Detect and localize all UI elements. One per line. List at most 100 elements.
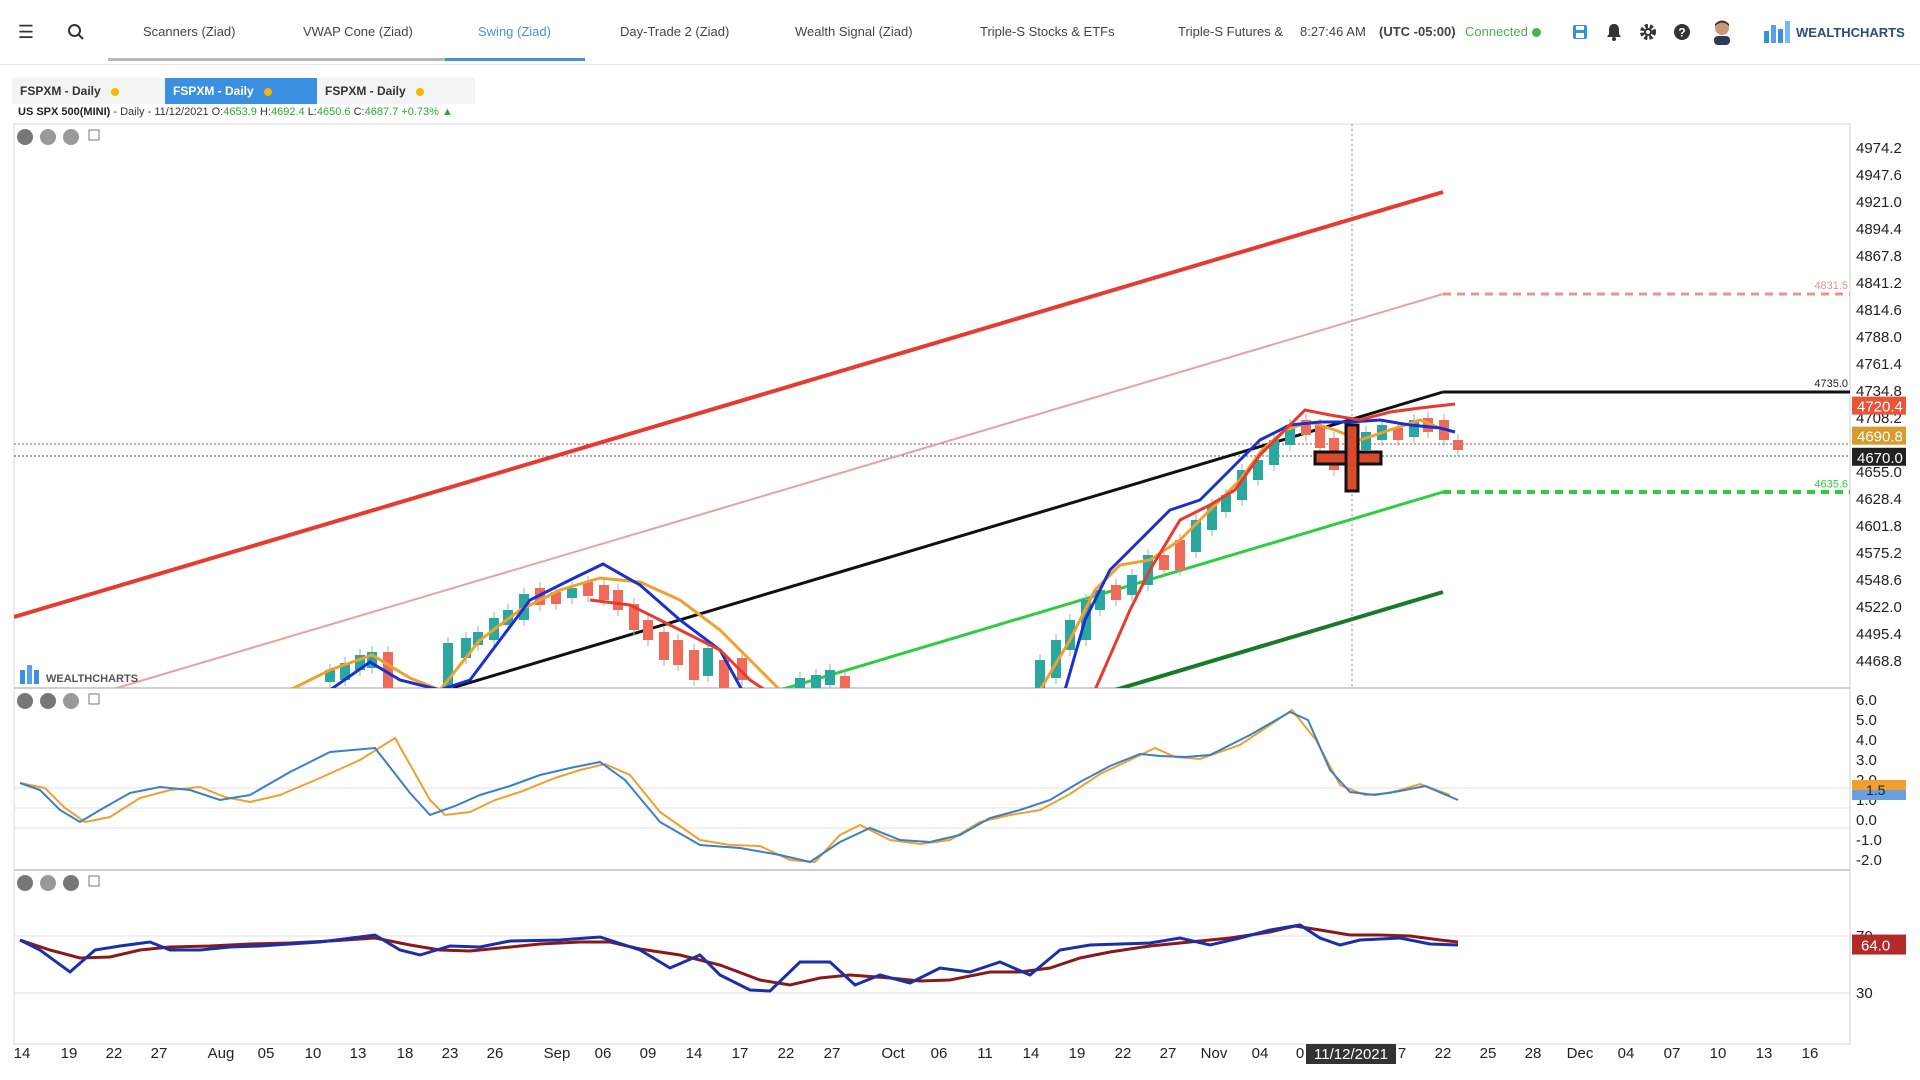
tab-triple-s-stocks[interactable]: Triple-S Stocks & ETFs — [980, 24, 1115, 39]
chart-tab-3[interactable]: FSPXM - Daily — [317, 78, 475, 104]
tab-wealth-signal[interactable]: Wealth Signal (Ziad) — [795, 24, 913, 39]
chart-tab-dot-icon — [415, 87, 424, 96]
x-axis-label: Aug — [208, 1045, 235, 1062]
candle-body — [355, 655, 365, 670]
price-axis-label: 4867.8 — [1856, 248, 1902, 265]
channel-bottom-darkgreen[interactable] — [1114, 590, 1444, 690]
x-axis-label: 11 — [977, 1045, 993, 1062]
price-tag-label: 4690.8 — [1857, 429, 1903, 446]
open-value: 4653.9 — [223, 106, 257, 118]
panel-controls-rsi[interactable] — [17, 875, 100, 891]
tab-swing[interactable]: Swing (Ziad) — [478, 24, 551, 39]
candle-body — [1393, 428, 1403, 440]
gear-icon[interactable] — [1636, 20, 1660, 44]
high-label: H: — [259, 106, 271, 118]
macd-panel[interactable] — [14, 708, 1850, 864]
x-axis-label: 13 — [1756, 1045, 1773, 1062]
ma-red — [589, 598, 765, 688]
channel-upper-red[interactable] — [14, 190, 1444, 619]
macd-axis-label: 1.0 — [1856, 792, 1877, 809]
x-axis-label: 14 — [14, 1045, 31, 1062]
chart-tab-2[interactable]: FSPXM - Daily — [165, 78, 323, 104]
up-arrow-icon: ▲ — [442, 106, 453, 118]
connection-status: Connected — [1465, 24, 1541, 39]
x-axis-label: 06 — [595, 1045, 612, 1062]
candle-body — [1253, 460, 1263, 480]
search-icon[interactable] — [64, 20, 88, 44]
panel-expand-icon[interactable] — [63, 693, 79, 709]
low-value: 4650.6 — [316, 106, 351, 118]
candle-body — [567, 588, 577, 598]
candle-body — [643, 620, 653, 640]
price-axis-label: 4601.8 — [1856, 518, 1902, 535]
panel-close-icon[interactable] — [17, 693, 33, 709]
panel-collapse-icon[interactable] — [40, 693, 56, 709]
rsi-panel[interactable] — [14, 923, 1850, 994]
ma-orange — [290, 653, 440, 688]
x-axis-label: 7 — [1398, 1045, 1406, 1062]
tab-day-trade-2[interactable]: Day-Trade 2 (Ziad) — [620, 24, 730, 39]
panel-close-icon[interactable] — [17, 875, 33, 891]
candle-body — [719, 660, 729, 688]
price-axis-label: 4841.2 — [1856, 275, 1902, 292]
macd-axis-label: -1.0 — [1856, 832, 1882, 849]
help-icon[interactable]: ? — [1670, 20, 1694, 44]
candle-body — [1409, 420, 1419, 437]
tab-vwap-cone[interactable]: VWAP Cone (Ziad) — [303, 24, 413, 39]
candle-body — [1237, 470, 1247, 500]
candle-body — [629, 604, 639, 630]
rsi-tag-label: 64.0 — [1861, 938, 1890, 955]
price-axis-label: 4947.6 — [1856, 167, 1902, 184]
panel-controls-main[interactable] — [17, 129, 100, 145]
chart-tab-1[interactable]: FSPXM - Daily — [12, 78, 170, 104]
candle-body — [1439, 420, 1449, 440]
candle-body — [325, 670, 335, 682]
high-value: 4692.4 — [270, 106, 305, 118]
timezone[interactable]: (UTC -05:00) — [1379, 24, 1456, 39]
price-panel[interactable] — [14, 124, 1850, 1044]
panel-expand-icon[interactable] — [63, 875, 79, 891]
candle-body — [689, 650, 699, 680]
connection-dot-icon — [1531, 28, 1541, 38]
chart-tab-label: FSPXM - Daily — [20, 84, 101, 98]
price-axis-label: 4655.0 — [1856, 464, 1902, 481]
menu-icon[interactable]: ☰ — [17, 21, 35, 42]
panel-add-icon[interactable] — [88, 875, 100, 887]
candle-body — [1035, 660, 1045, 688]
panel-collapse-icon[interactable] — [40, 875, 56, 891]
candle-body — [825, 670, 835, 685]
panel-add-icon[interactable] — [88, 693, 100, 705]
candle-body — [1301, 420, 1311, 435]
candle-body — [1329, 438, 1339, 470]
macd-axis-label: 4.0 — [1856, 732, 1877, 749]
save-icon[interactable] — [1568, 20, 1592, 44]
tab-triple-s-futures[interactable]: Triple-S Futures & — [1178, 24, 1283, 39]
price-tag-label: 4720.4 — [1857, 399, 1903, 416]
panel-expand-icon[interactable] — [63, 129, 79, 145]
panel-close-icon[interactable] — [17, 129, 33, 145]
x-axis-label: 22 — [106, 1045, 123, 1062]
macd-axis-label: 0.0 — [1856, 812, 1877, 829]
panel-controls-macd[interactable] — [17, 693, 100, 709]
channel-upper-pink[interactable] — [110, 293, 1444, 690]
ma-orange — [1039, 418, 1451, 688]
ohlc-info-line: US SPX 500(MINI) - Daily - 11/12/2021 O:… — [18, 106, 453, 118]
tab-scanners[interactable]: Scanners (Ziad) — [143, 24, 236, 39]
channel-lower-green[interactable] — [780, 490, 1444, 690]
candle-body — [1191, 520, 1201, 552]
panel-add-icon[interactable] — [88, 129, 100, 141]
macd-signal-line — [19, 708, 1451, 864]
price-axis-label: 4814.6 — [1856, 302, 1902, 319]
ma-red — [1094, 402, 1456, 688]
avatar[interactable] — [1710, 20, 1734, 45]
crosshair-marker-icon[interactable] — [1313, 423, 1383, 493]
channel-middle-black[interactable] — [445, 390, 1444, 690]
panel-collapse-icon[interactable] — [40, 129, 56, 145]
macd-axis-label: 2.0 — [1856, 772, 1877, 789]
watermark-text: WEALTHCHARTS — [46, 673, 138, 685]
watermark — [20, 665, 39, 684]
bell-icon[interactable] — [1602, 20, 1626, 44]
x-axis-label: 07 — [1664, 1045, 1681, 1062]
candle-body — [1051, 640, 1061, 678]
